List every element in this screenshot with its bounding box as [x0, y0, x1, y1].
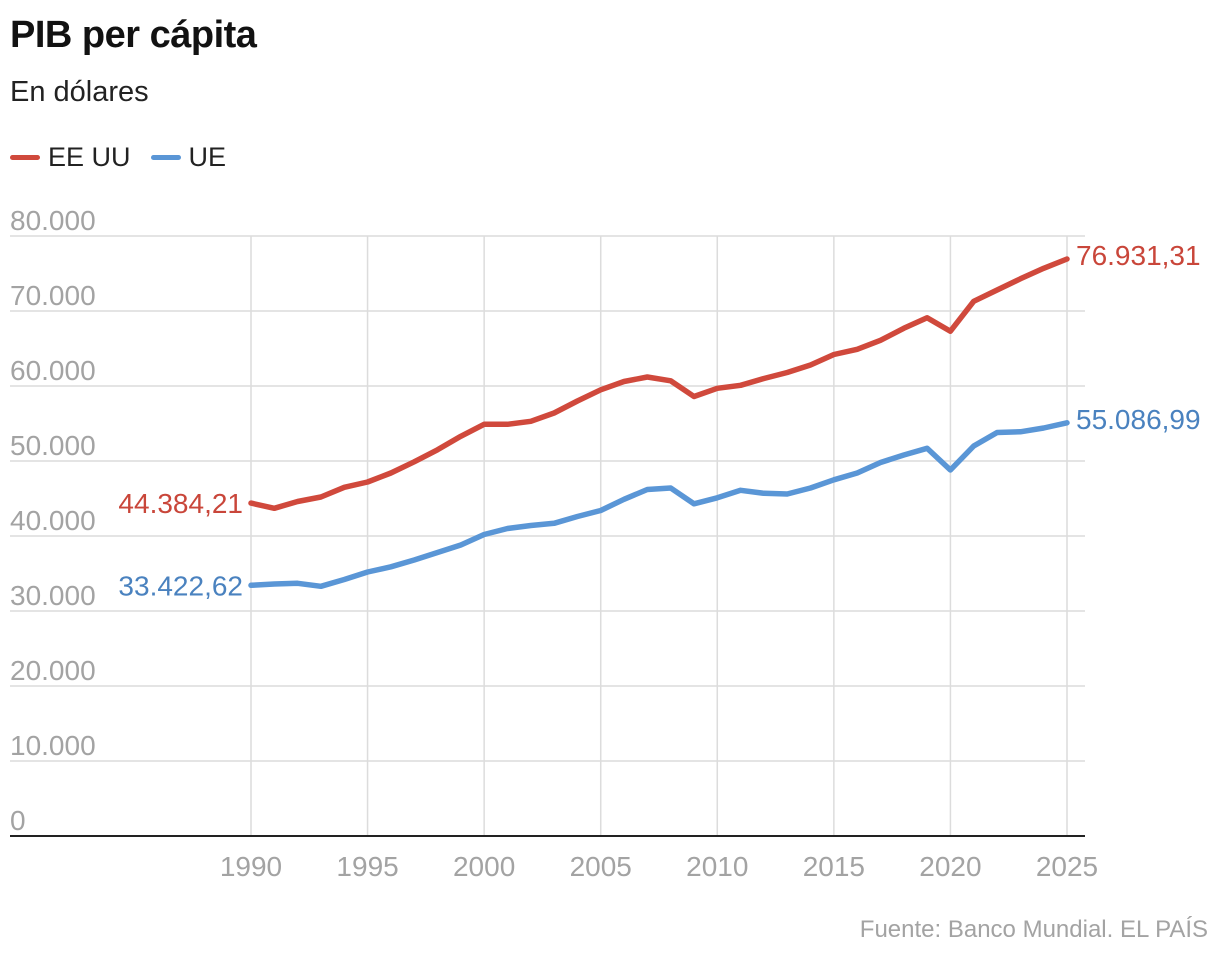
source-note: Fuente: Banco Mundial. EL PAÍS	[859, 916, 1208, 943]
y-tick-label-3: 30.000	[10, 580, 96, 611]
y-tick-label-4: 40.000	[10, 505, 96, 536]
y-tick-label-1: 10.000	[10, 730, 96, 761]
x-tick-label-1: 1995	[336, 851, 398, 882]
chart-subtitle: En dólares	[10, 76, 149, 108]
legend-label-ue: UE	[188, 142, 227, 172]
x-tick-label-0: 1990	[220, 851, 282, 882]
y-tick-label-5: 50.000	[10, 430, 96, 461]
x-tick-label-2: 2000	[453, 851, 515, 882]
legend-item-eeuu: EE UU	[10, 142, 131, 173]
series-line-ue	[248, 420, 1070, 590]
x-tick-label-7: 2025	[1036, 851, 1098, 882]
end-value-label-eeuu: 76.931,31	[1076, 240, 1201, 271]
y-tick-label-7: 70.000	[10, 280, 96, 311]
start-value-label-ue: 33.422,62	[118, 570, 243, 601]
y-tick-label-0: 0	[10, 805, 26, 836]
legend: EE UU UE	[10, 142, 246, 173]
legend-label-eeuu: EE UU	[48, 142, 131, 172]
legend-item-ue: UE	[150, 142, 227, 173]
start-value-label-eeuu: 44.384,21	[118, 488, 243, 519]
y-tick-label-2: 20.000	[10, 655, 96, 686]
y-tick-label-6: 60.000	[10, 355, 96, 386]
chart-title: PIB per cápita	[10, 14, 257, 56]
label-layer: 44.384,21 76.931,31 33.422,62 55.086,99	[118, 240, 1200, 601]
x-tick-label-6: 2020	[919, 851, 981, 882]
x-tick-label-4: 2010	[686, 851, 748, 882]
axis-layer: 0 10.000 20.000 30.000 40.000 50.000 60.000 70.…	[10, 205, 1098, 882]
legend-swatch-eeuu	[10, 155, 40, 160]
y-tick-label-8: 80.000	[10, 205, 96, 236]
grid-layer	[10, 235, 1085, 836]
end-value-label-ue: 55.086,99	[1076, 404, 1201, 435]
series-layer	[248, 256, 1070, 590]
x-tick-label-5: 2015	[803, 851, 865, 882]
legend-swatch-ue	[150, 155, 181, 160]
x-tick-label-3: 2005	[570, 851, 632, 882]
series-line-eeuu	[248, 256, 1070, 512]
